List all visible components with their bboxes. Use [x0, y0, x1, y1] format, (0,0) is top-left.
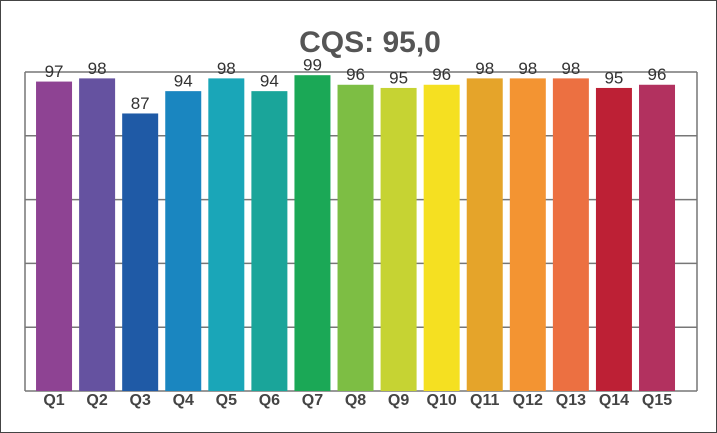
x-tick-label: Q11	[470, 392, 499, 409]
x-tick-label: Q7	[302, 392, 323, 409]
value-label: 94	[260, 72, 279, 91]
bar	[380, 87, 417, 391]
bar	[552, 78, 589, 391]
x-tick-label: Q5	[216, 392, 237, 409]
bar	[337, 84, 374, 391]
x-tick-label: Q3	[130, 392, 151, 409]
value-label: 97	[45, 62, 64, 81]
value-label: 95	[604, 68, 623, 87]
value-label: 98	[518, 59, 537, 78]
bar	[36, 81, 73, 391]
bar	[122, 113, 159, 391]
bar	[294, 75, 331, 391]
value-label: 96	[346, 65, 365, 84]
bar	[595, 87, 632, 391]
value-label: 99	[303, 56, 322, 75]
value-label: 98	[217, 59, 236, 78]
value-label: 96	[648, 65, 667, 84]
bar	[79, 78, 116, 391]
x-tick-label: Q4	[173, 392, 194, 409]
x-tick-label: Q12	[513, 392, 543, 409]
chart-title: CQS: 95,0	[299, 26, 441, 59]
bar	[251, 91, 288, 391]
x-tick-label: Q2	[86, 392, 107, 409]
bar	[509, 78, 546, 391]
x-tick-label: Q15	[642, 392, 672, 409]
value-label: 95	[389, 68, 408, 87]
bar	[165, 91, 202, 391]
value-label: 87	[131, 94, 150, 113]
x-tick-label: Q10	[427, 392, 457, 409]
bar	[208, 78, 245, 391]
x-tick-label: Q8	[345, 392, 366, 409]
value-label: 96	[432, 65, 451, 84]
x-tick-label: Q14	[599, 392, 629, 409]
x-tick-label: Q9	[388, 392, 409, 409]
bar	[639, 84, 676, 391]
value-label: 94	[174, 72, 193, 91]
x-tick-label: Q13	[556, 392, 586, 409]
bar	[423, 84, 460, 391]
x-tick-label: Q1	[43, 392, 64, 409]
bar	[466, 78, 503, 391]
value-label: 98	[561, 59, 580, 78]
value-label: 98	[475, 59, 494, 78]
value-label: 98	[88, 59, 107, 78]
x-tick-label: Q6	[259, 392, 280, 409]
